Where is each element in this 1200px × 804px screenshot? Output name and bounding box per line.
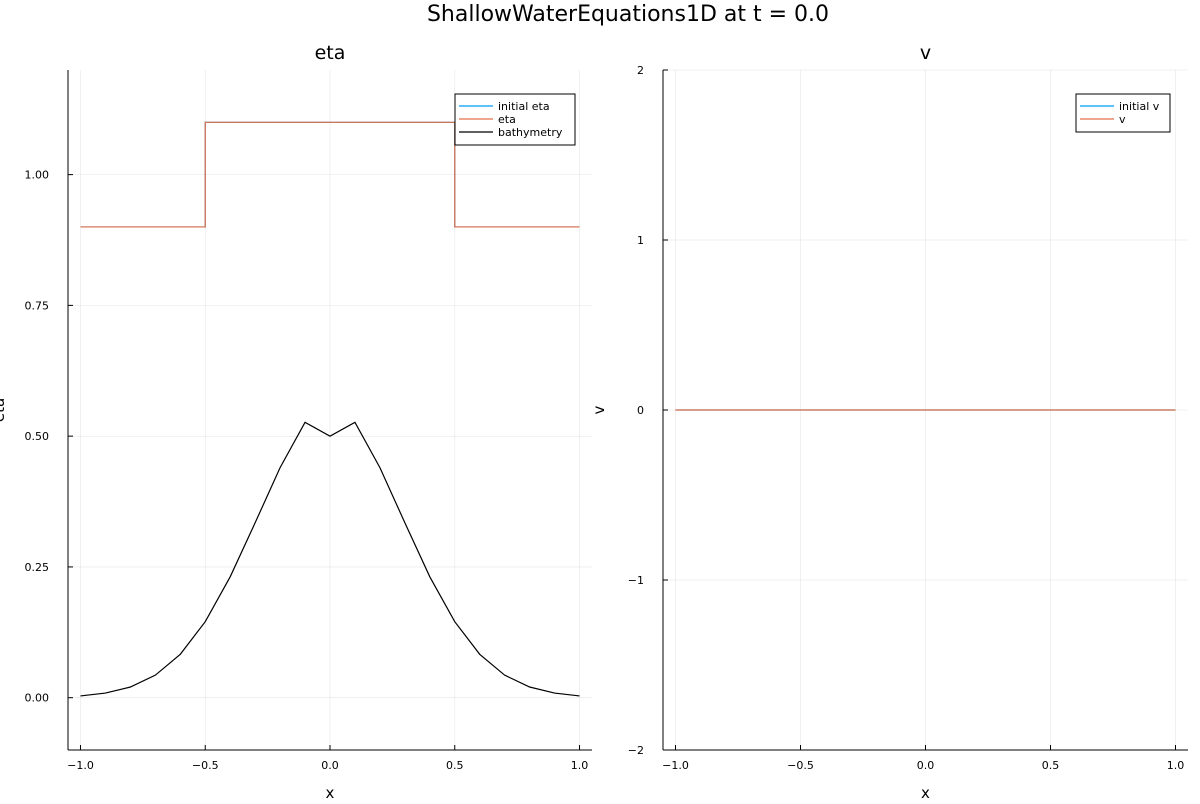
x-tick-label: 1.0	[571, 759, 589, 772]
y-axis-label: v	[590, 405, 608, 414]
y-axis-label: eta	[0, 398, 8, 422]
y-tick-label: 2	[637, 64, 644, 77]
series-line-eta	[80, 121, 580, 228]
series-line-bathymetry	[80, 421, 580, 697]
x-tick-label: −0.5	[192, 759, 219, 772]
legend-label: initial v	[1119, 100, 1160, 113]
x-tick-label: −0.5	[787, 759, 814, 772]
y-tick-label: −1	[628, 574, 644, 587]
legend-label: v	[1119, 113, 1126, 126]
x-tick-label: −1.0	[67, 759, 94, 772]
legend-label: bathymetry	[498, 126, 563, 139]
y-tick-label: 0.50	[25, 430, 50, 443]
x-tick-label: 0.0	[917, 759, 935, 772]
eta-panel: −1.0 −0.5 0.0 0.5 1.0 0.00 0.25 0.50 0.75 1.00 eta…	[0, 42, 592, 802]
legend-label: eta	[498, 113, 516, 126]
legend: initial vv	[1075, 93, 1171, 133]
y-tick-label: 0.25	[25, 561, 50, 574]
figure-title: ShallowWaterEquations1D at t = 0.0	[427, 2, 829, 27]
panel-title: eta	[315, 42, 346, 64]
x-tick-label: 1.0	[1167, 759, 1185, 772]
y-tick-label: −2	[628, 744, 644, 757]
y-tick-label: 0.00	[25, 692, 50, 705]
y-tick-label: 0	[637, 404, 644, 417]
legend-label: initial eta	[498, 100, 550, 113]
x-tick-label: −1.0	[662, 759, 689, 772]
x-axis-label: x	[921, 784, 930, 800]
panel-title: v	[920, 42, 931, 64]
x-tick-label: 0.5	[446, 759, 464, 772]
y-tick-label: 1.00	[25, 169, 50, 182]
x-axis-label: x	[326, 784, 335, 800]
y-tick-label: 1	[637, 234, 644, 247]
legend-box	[1075, 93, 1171, 133]
x-tick-label: 0.0	[321, 759, 339, 772]
x-tick-label: 0.5	[1042, 759, 1060, 772]
y-tick-label: 0.75	[25, 299, 50, 312]
